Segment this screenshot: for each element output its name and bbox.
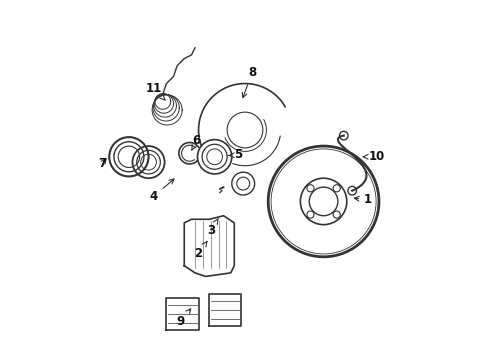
Text: 6: 6 — [192, 134, 201, 150]
Text: 9: 9 — [176, 309, 191, 328]
Text: 2: 2 — [195, 242, 207, 260]
Text: 3: 3 — [207, 219, 219, 237]
Text: 5: 5 — [228, 148, 242, 162]
Text: 10: 10 — [363, 150, 385, 163]
Text: 8: 8 — [242, 66, 256, 98]
Text: 11: 11 — [146, 82, 165, 100]
Text: 4: 4 — [150, 179, 174, 203]
Text: 1: 1 — [354, 193, 372, 206]
Text: 7: 7 — [98, 157, 106, 170]
